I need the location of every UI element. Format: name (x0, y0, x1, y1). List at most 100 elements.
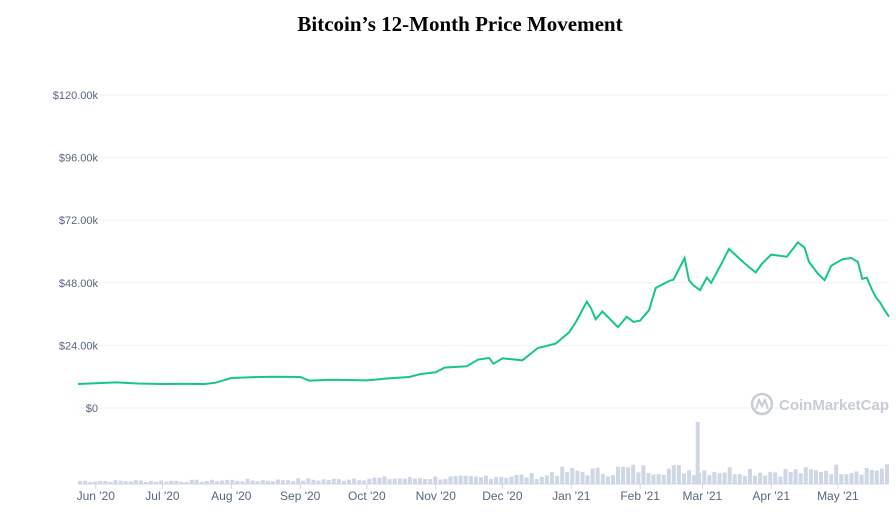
volume-bar (473, 476, 478, 484)
volume-bar (610, 475, 615, 484)
y-tick-label: $120.00k (53, 90, 99, 102)
volume-bar (362, 480, 367, 484)
volume-bar (453, 476, 458, 484)
volume-bar (164, 481, 169, 484)
volume-bar (108, 481, 113, 484)
volume-bar (585, 475, 590, 484)
volume-bar (717, 473, 722, 484)
volume-bar (742, 475, 747, 484)
volume-bar (560, 466, 565, 484)
volume-bar (778, 476, 783, 484)
volume-bar (534, 479, 539, 484)
x-tick-label: Dec '20 (482, 489, 523, 503)
volume-bar (844, 474, 849, 484)
volume-bar (682, 473, 686, 484)
x-tick-label: Nov '20 (416, 489, 457, 503)
volume-bar (854, 471, 859, 484)
volume-bar (849, 472, 854, 484)
volume-bar (118, 480, 123, 484)
volume-bar (341, 480, 346, 484)
volume-bar (291, 481, 296, 484)
volume-bar (255, 481, 260, 484)
volume-bar (864, 467, 869, 484)
volume-bar (479, 477, 483, 484)
volume-bar (641, 465, 646, 484)
volume-bar (819, 471, 823, 484)
volume-bar (159, 480, 164, 484)
volume-bar (448, 476, 453, 484)
x-tick-label: May '21 (817, 489, 859, 503)
x-tick-label: Feb '21 (620, 489, 660, 503)
volume-bar (240, 481, 245, 484)
volume-bar (499, 476, 504, 484)
volume-bar (418, 478, 423, 484)
volume-bar (154, 481, 159, 484)
volume-bar (413, 478, 417, 484)
y-tick-label: $72.00k (59, 215, 99, 227)
volume-bar (773, 472, 778, 484)
volume-bar (220, 480, 225, 484)
volume-bar (712, 471, 717, 484)
volume-bar (357, 480, 362, 484)
volume-bar (737, 474, 742, 484)
volume-bar (626, 467, 631, 484)
volume-bar (88, 481, 93, 484)
volume-bar (347, 479, 351, 484)
volume-bar (651, 474, 656, 484)
volume-bar (813, 470, 818, 484)
volume-bar (763, 475, 768, 484)
x-tick-label: Oct '20 (348, 489, 386, 503)
volume-bar (600, 473, 605, 484)
volume-bar (128, 481, 133, 484)
volume-bar (392, 478, 397, 484)
volume-bar (174, 480, 179, 484)
volume-bar (144, 482, 148, 484)
volume-bar (113, 480, 118, 484)
volume-bar (336, 479, 341, 484)
volume-bar (321, 479, 326, 484)
volume-bar (372, 477, 377, 484)
volume-bar (367, 478, 372, 484)
x-axis-ticks: Jun '20 Jul '20 Aug '20 Sep '20 Oct '20 Nov '… (77, 483, 889, 503)
volume-bar (260, 480, 265, 484)
volume-bar (788, 472, 793, 484)
volume-bar (509, 476, 514, 484)
coinmarketcap-logo-icon-inner (755, 397, 769, 410)
volume-bar (544, 475, 549, 484)
volume-bar (529, 473, 534, 484)
volume-bar (78, 480, 82, 484)
volume-bars (78, 422, 889, 484)
coinmarketcap-logo-icon (750, 392, 774, 416)
volume-bar (311, 479, 316, 484)
y-tick-label: $96.00k (59, 153, 99, 165)
volume-bar (235, 480, 240, 484)
x-tick-label: Apr '21 (752, 489, 790, 503)
y-tick-label: $0 (86, 403, 98, 415)
volume-bar (265, 480, 270, 484)
volume-bar (580, 471, 585, 484)
volume-bar (676, 465, 681, 484)
volume-bar (636, 472, 641, 484)
volume-bar (575, 470, 580, 484)
volume-bar (149, 480, 154, 484)
volume-bar (387, 479, 392, 484)
volume-bar (671, 465, 676, 484)
volume-bar (397, 478, 402, 484)
x-tick-label: Aug '20 (211, 489, 252, 503)
watermark: CoinMarketCap (750, 392, 889, 416)
x-tick-label: Jun '20 (77, 489, 116, 503)
volume-bar (428, 479, 433, 484)
volume-bar (83, 480, 88, 484)
volume-bar (616, 466, 620, 484)
volume-bar (179, 481, 184, 484)
volume-bar (732, 474, 737, 484)
y-axis-ticks: $0 $24.00k $48.00k $72.00k $96.00k $120.00k (53, 90, 99, 415)
volume-bar (484, 475, 488, 484)
volume-bar (133, 480, 138, 484)
grid-lines (78, 94, 889, 409)
volume-bar (93, 481, 98, 484)
volume-bar (245, 478, 250, 484)
volume-bar (286, 480, 291, 484)
volume-bar (753, 475, 757, 484)
volume-bar (748, 469, 752, 484)
